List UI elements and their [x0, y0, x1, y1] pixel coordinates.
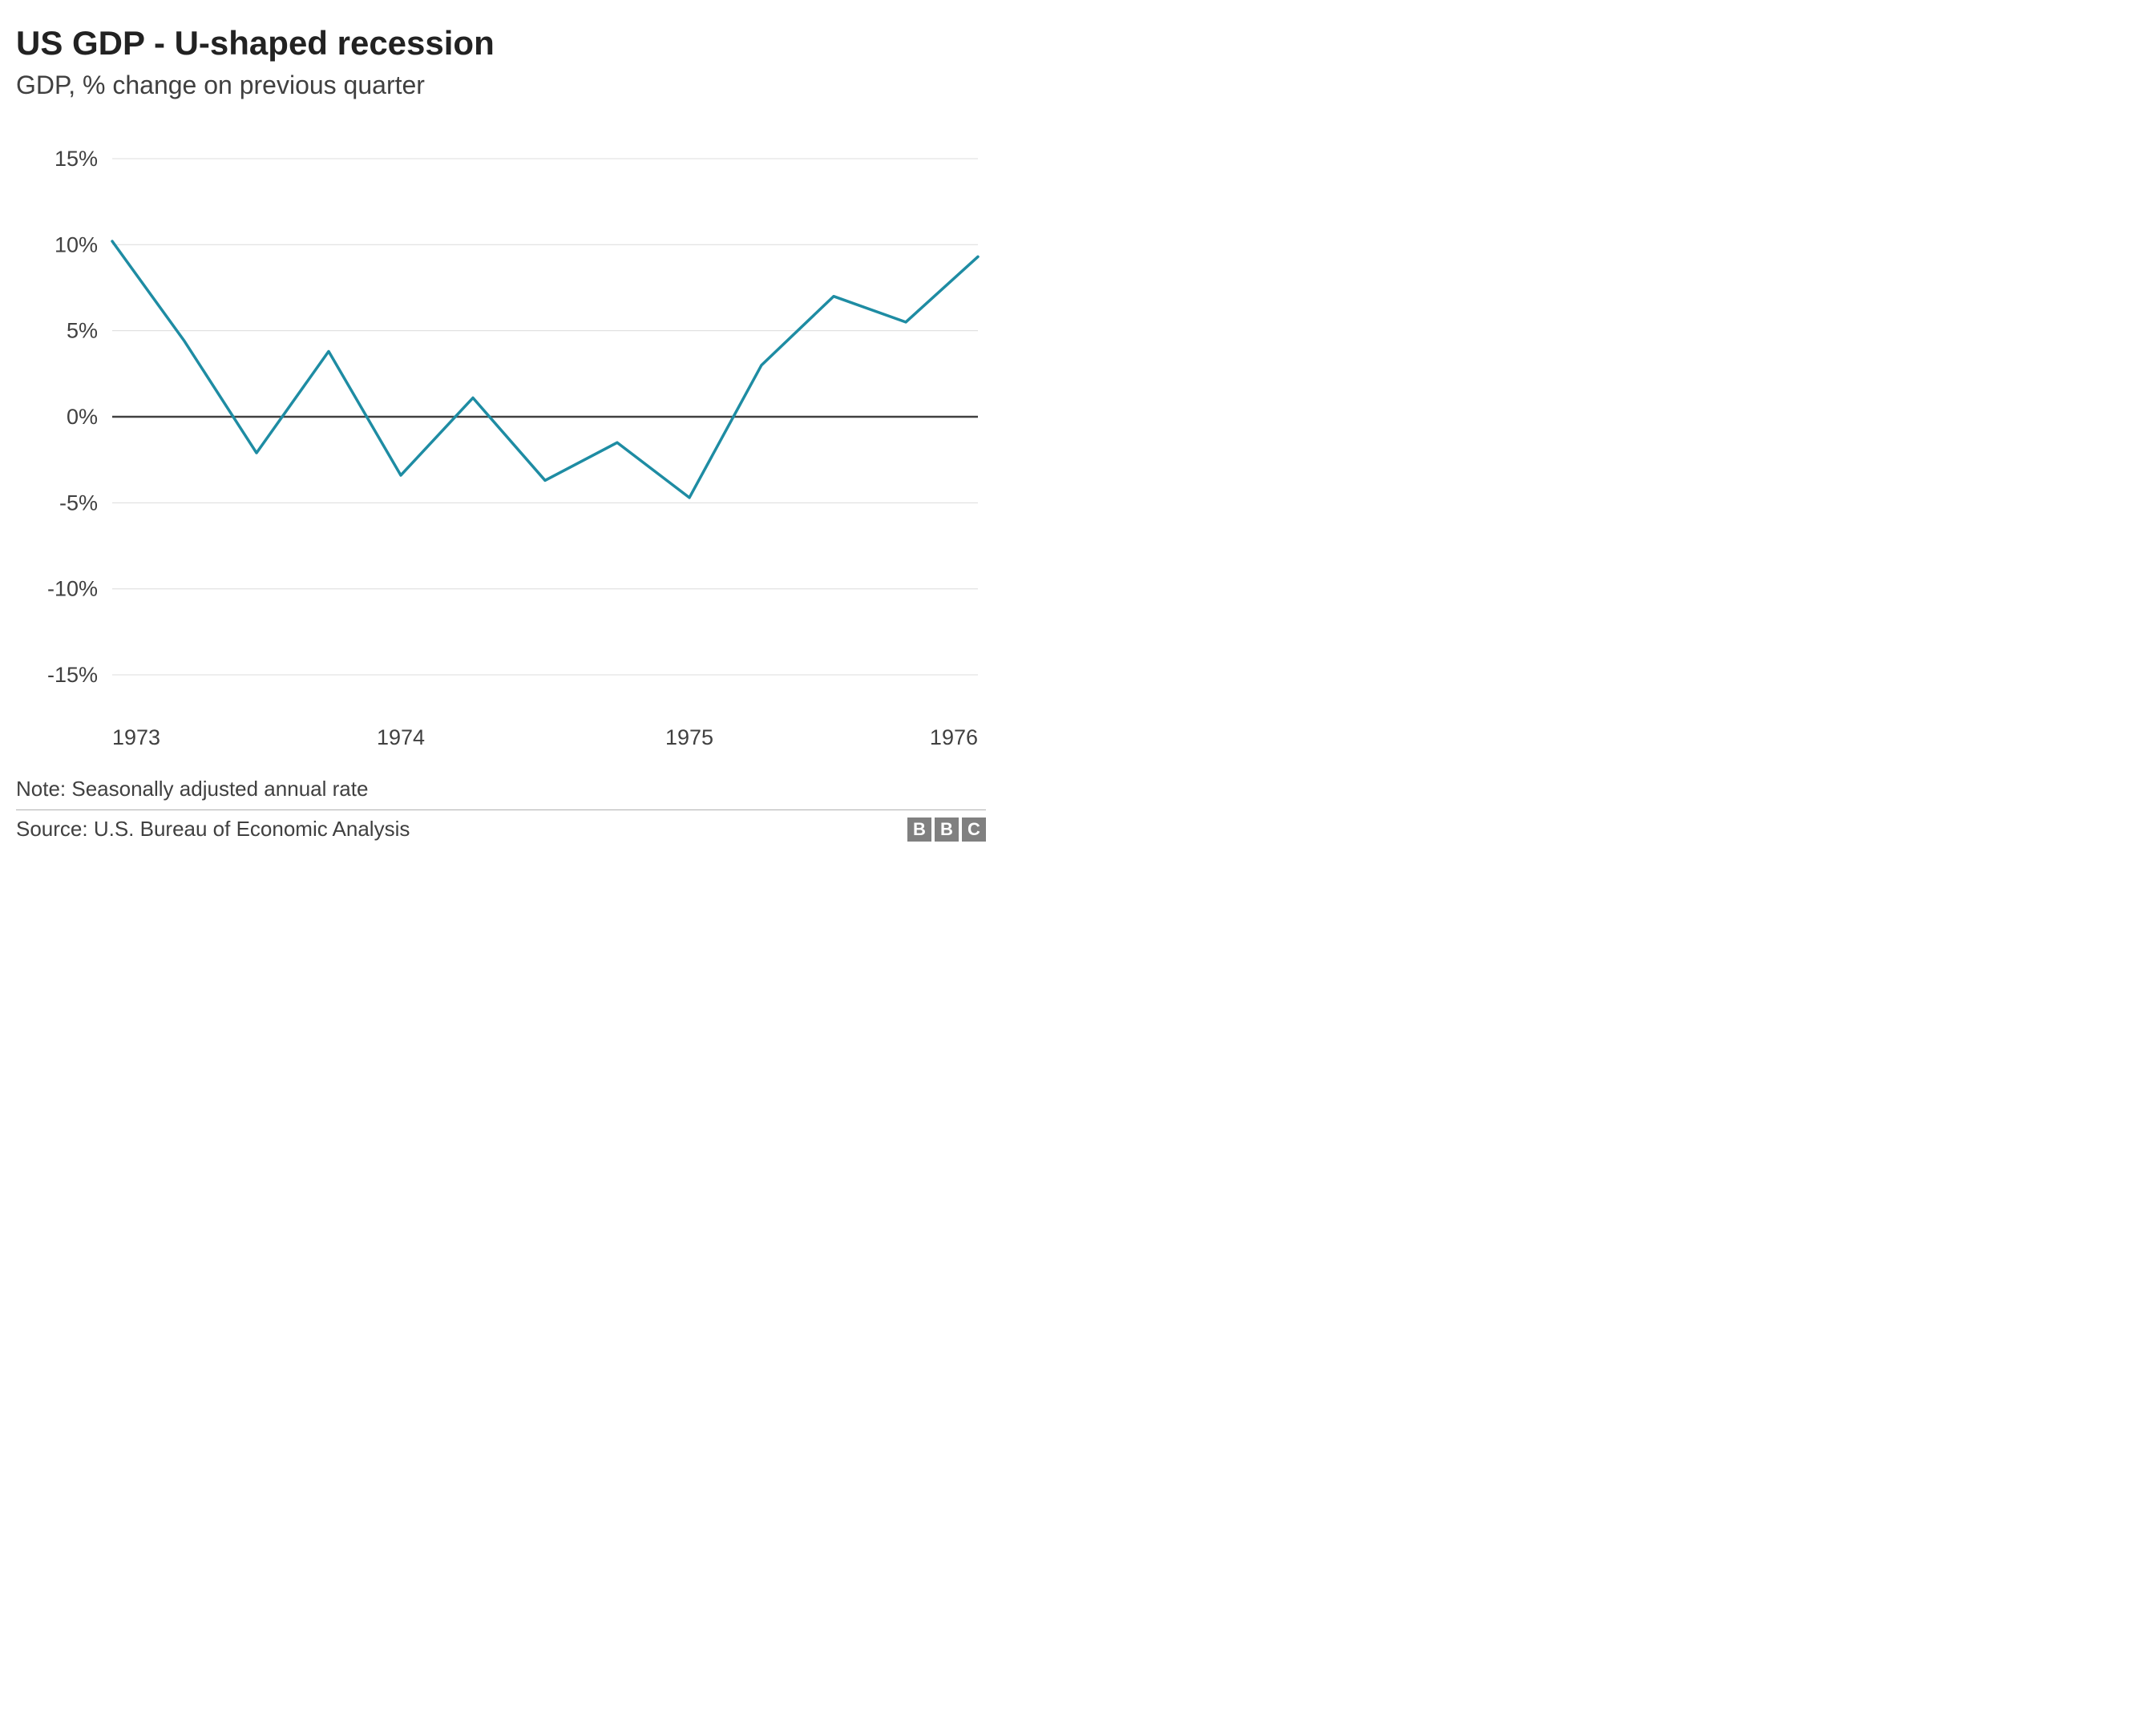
bbc-logo-letter: B [935, 818, 959, 842]
x-tick-label: 1973 [112, 725, 160, 749]
y-tick-label: -15% [47, 663, 98, 687]
y-tick-label: 5% [67, 319, 98, 343]
chart-container: US GDP - U-shaped recession GDP, % chang… [0, 0, 986, 842]
x-tick-label: 1974 [377, 725, 425, 749]
y-tick-label: -5% [59, 491, 98, 515]
chart-source: Source: U.S. Bureau of Economic Analysis [16, 817, 410, 842]
y-tick-label: 0% [67, 405, 98, 429]
chart-title: US GDP - U-shaped recession [16, 24, 986, 63]
y-tick-label: -10% [47, 577, 98, 601]
x-tick-label: 1975 [665, 725, 713, 749]
chart-note: Note: Seasonally adjusted annual rate [16, 772, 986, 810]
y-tick-label: 10% [55, 232, 98, 256]
chart-subtitle: GDP, % change on previous quarter [16, 71, 986, 100]
series-line [112, 241, 978, 498]
bbc-logo-letter: B [907, 818, 931, 842]
bbc-logo-letter: C [962, 818, 986, 842]
x-tick-label: 1976 [930, 725, 978, 749]
chart-footer: Note: Seasonally adjusted annual rate So… [16, 772, 986, 842]
bbc-logo: B B C [907, 818, 986, 842]
chart-plot: -15% -10% -5% 0% 5% 10% 15% 1973 1974 1975 1976 [16, 116, 986, 757]
y-tick-label: 15% [55, 147, 98, 171]
